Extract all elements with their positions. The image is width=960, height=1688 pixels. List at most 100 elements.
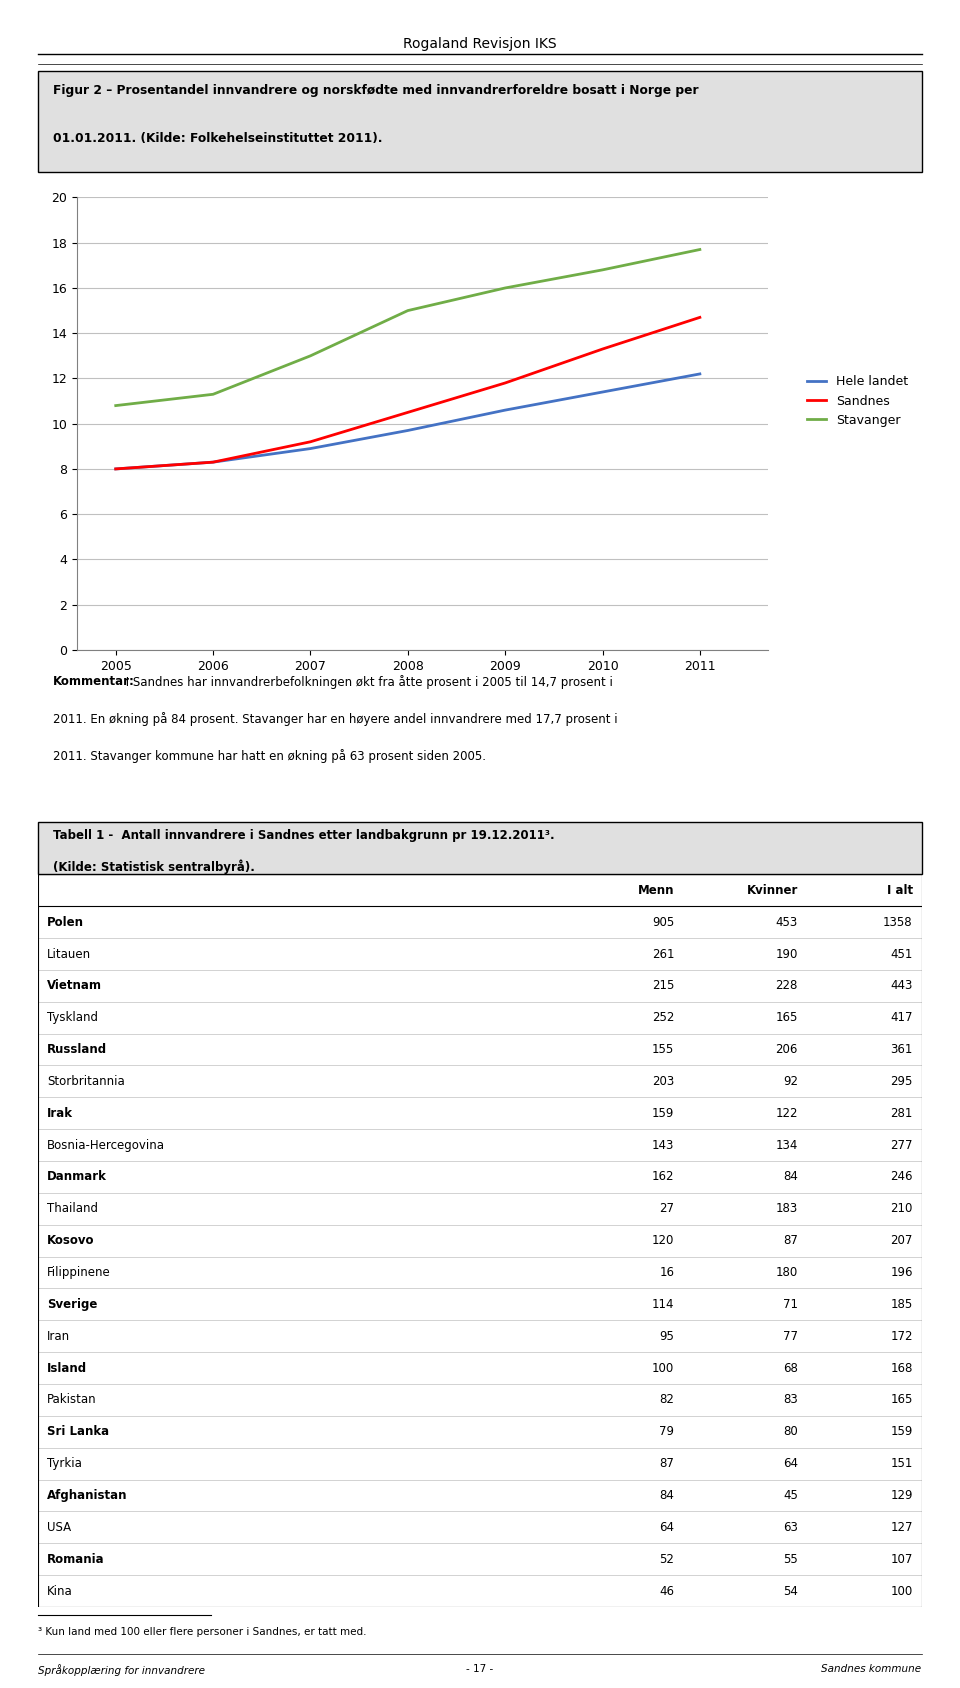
Text: Litauen: Litauen	[47, 947, 91, 960]
Text: 453: 453	[776, 915, 798, 928]
Text: Vietnam: Vietnam	[47, 979, 102, 993]
Text: 246: 246	[890, 1170, 913, 1183]
Text: 107: 107	[890, 1553, 913, 1566]
Text: Sverige: Sverige	[47, 1298, 98, 1312]
Text: 2011. En økning på 84 prosent. Stavanger har en høyere andel innvandrere med 17,: 2011. En økning på 84 prosent. Stavanger…	[53, 712, 617, 726]
Text: 185: 185	[891, 1298, 913, 1312]
Text: Språkopplæring for innvandrere: Språkopplæring for innvandrere	[38, 1664, 205, 1676]
Text: 162: 162	[652, 1170, 674, 1183]
Text: Menn: Menn	[637, 885, 674, 896]
Text: 87: 87	[660, 1457, 674, 1470]
Text: Irak: Irak	[47, 1107, 73, 1119]
Text: I alt: I alt	[887, 885, 913, 896]
Text: Kvinner: Kvinner	[747, 885, 798, 896]
Text: Iran: Iran	[47, 1330, 70, 1342]
Text: 196: 196	[890, 1266, 913, 1280]
Text: 122: 122	[776, 1107, 798, 1119]
Text: ³ Kun land med 100 eller flere personer i Sandnes, er tatt med.: ³ Kun land med 100 eller flere personer …	[38, 1627, 367, 1637]
Text: Pakistan: Pakistan	[47, 1393, 97, 1406]
Text: 443: 443	[890, 979, 913, 993]
Text: Sri Lanka: Sri Lanka	[47, 1425, 109, 1438]
Text: 143: 143	[652, 1139, 674, 1151]
Text: I Sandnes har innvandrerbefolkningen økt fra åtte prosent i 2005 til 14,7 prosen: I Sandnes har innvandrerbefolkningen økt…	[122, 675, 612, 689]
Text: 92: 92	[783, 1075, 798, 1089]
Text: Sandnes kommune: Sandnes kommune	[822, 1664, 922, 1674]
Text: 79: 79	[660, 1425, 674, 1438]
Text: Danmark: Danmark	[47, 1170, 108, 1183]
Text: Tyrkia: Tyrkia	[47, 1457, 83, 1470]
Text: Bosnia-Hercegovina: Bosnia-Hercegovina	[47, 1139, 165, 1151]
Text: 151: 151	[890, 1457, 913, 1470]
Text: Kosovo: Kosovo	[47, 1234, 95, 1247]
Text: 45: 45	[783, 1489, 798, 1502]
Text: Figur 2 – Prosentandel innvandrere og norskfødte med innvandrerforeldre bosatt i: Figur 2 – Prosentandel innvandrere og no…	[53, 84, 699, 98]
Text: (Kilde: Statistisk sentralbyrå).: (Kilde: Statistisk sentralbyrå).	[53, 859, 254, 874]
Text: 77: 77	[783, 1330, 798, 1342]
Text: 114: 114	[652, 1298, 674, 1312]
Text: 281: 281	[890, 1107, 913, 1119]
Text: 129: 129	[890, 1489, 913, 1502]
Text: 71: 71	[783, 1298, 798, 1312]
Text: 172: 172	[890, 1330, 913, 1342]
Text: 46: 46	[660, 1585, 674, 1597]
Text: 261: 261	[652, 947, 674, 960]
Text: 100: 100	[652, 1362, 674, 1374]
Text: 155: 155	[652, 1043, 674, 1057]
Text: 63: 63	[783, 1521, 798, 1534]
Text: 180: 180	[776, 1266, 798, 1280]
Text: 2011. Stavanger kommune har hatt en økning på 63 prosent siden 2005.: 2011. Stavanger kommune har hatt en økni…	[53, 749, 486, 763]
Text: 183: 183	[776, 1202, 798, 1215]
Text: 361: 361	[890, 1043, 913, 1057]
Text: 295: 295	[890, 1075, 913, 1089]
Text: 215: 215	[652, 979, 674, 993]
Text: 64: 64	[660, 1521, 674, 1534]
Text: 52: 52	[660, 1553, 674, 1566]
Text: 120: 120	[652, 1234, 674, 1247]
Text: 68: 68	[783, 1362, 798, 1374]
Text: Tyskland: Tyskland	[47, 1011, 98, 1025]
Text: 203: 203	[652, 1075, 674, 1089]
Text: Russland: Russland	[47, 1043, 108, 1057]
Text: USA: USA	[47, 1521, 71, 1534]
Text: 207: 207	[890, 1234, 913, 1247]
Text: 84: 84	[783, 1170, 798, 1183]
Text: 27: 27	[660, 1202, 674, 1215]
Legend: Hele landet, Sandnes, Stavanger: Hele landet, Sandnes, Stavanger	[802, 370, 913, 432]
Text: Island: Island	[47, 1362, 87, 1374]
Text: Tabell 1 -  Antall innvandrere i Sandnes etter landbakgrunn pr 19.12.2011³.: Tabell 1 - Antall innvandrere i Sandnes …	[53, 829, 555, 842]
Text: 451: 451	[890, 947, 913, 960]
Text: 54: 54	[783, 1585, 798, 1597]
Text: 83: 83	[783, 1393, 798, 1406]
Text: 127: 127	[890, 1521, 913, 1534]
Text: 210: 210	[890, 1202, 913, 1215]
Text: Polen: Polen	[47, 915, 84, 928]
Text: Kommentar:: Kommentar:	[53, 675, 134, 689]
Text: Rogaland Revisjon IKS: Rogaland Revisjon IKS	[403, 37, 557, 51]
Text: 228: 228	[776, 979, 798, 993]
Text: 80: 80	[783, 1425, 798, 1438]
Text: 84: 84	[660, 1489, 674, 1502]
Text: Thailand: Thailand	[47, 1202, 98, 1215]
Text: 159: 159	[652, 1107, 674, 1119]
Text: 95: 95	[660, 1330, 674, 1342]
Text: 252: 252	[652, 1011, 674, 1025]
Text: 165: 165	[776, 1011, 798, 1025]
Text: 55: 55	[783, 1553, 798, 1566]
Text: 134: 134	[776, 1139, 798, 1151]
Text: 159: 159	[890, 1425, 913, 1438]
Text: 277: 277	[890, 1139, 913, 1151]
Text: 190: 190	[776, 947, 798, 960]
Text: - 17 -: - 17 -	[467, 1664, 493, 1674]
Text: Kina: Kina	[47, 1585, 73, 1597]
Text: Filippinene: Filippinene	[47, 1266, 111, 1280]
Text: Romania: Romania	[47, 1553, 105, 1566]
Text: 417: 417	[890, 1011, 913, 1025]
Text: 01.01.2011. (Kilde: Folkehelseinstituttet 2011).: 01.01.2011. (Kilde: Folkehelseinstitutte…	[53, 132, 382, 145]
Text: 100: 100	[891, 1585, 913, 1597]
Text: Storbritannia: Storbritannia	[47, 1075, 125, 1089]
Text: 905: 905	[652, 915, 674, 928]
Text: 64: 64	[783, 1457, 798, 1470]
Text: 87: 87	[783, 1234, 798, 1247]
Text: 16: 16	[660, 1266, 674, 1280]
Text: 168: 168	[890, 1362, 913, 1374]
